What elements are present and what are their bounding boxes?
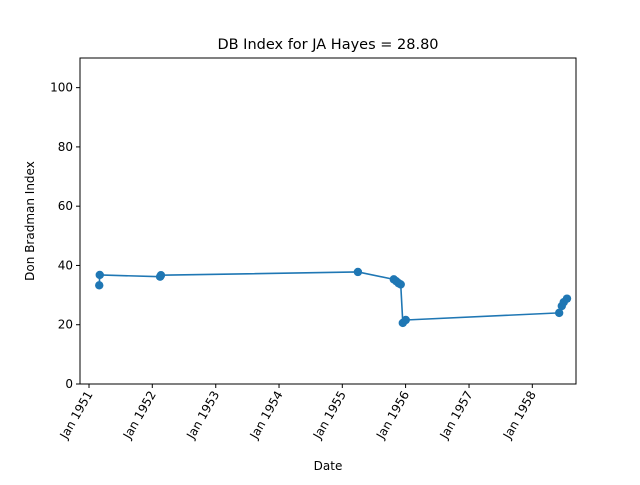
data-point <box>95 281 104 290</box>
y-tick-label: 20 <box>58 318 73 332</box>
data-point <box>554 308 564 318</box>
data-point <box>95 270 104 280</box>
y-tick-label: 60 <box>58 199 73 213</box>
y-tick-label: 80 <box>58 140 73 154</box>
axes-frame <box>79 57 577 385</box>
data-point <box>562 294 572 303</box>
y-axis-label: Don Bradman Index <box>23 161 37 281</box>
x-axis-label: Date <box>314 459 343 473</box>
y-tick-label: 100 <box>50 81 73 95</box>
data-point <box>156 271 166 280</box>
data-point <box>396 280 405 289</box>
data-point <box>401 315 410 325</box>
data-point <box>353 267 363 277</box>
y-tick-label: 0 <box>65 377 73 391</box>
y-tick-label: 40 <box>58 258 73 272</box>
chart-title: DB Index for JA Hayes = 28.80 <box>217 37 438 53</box>
